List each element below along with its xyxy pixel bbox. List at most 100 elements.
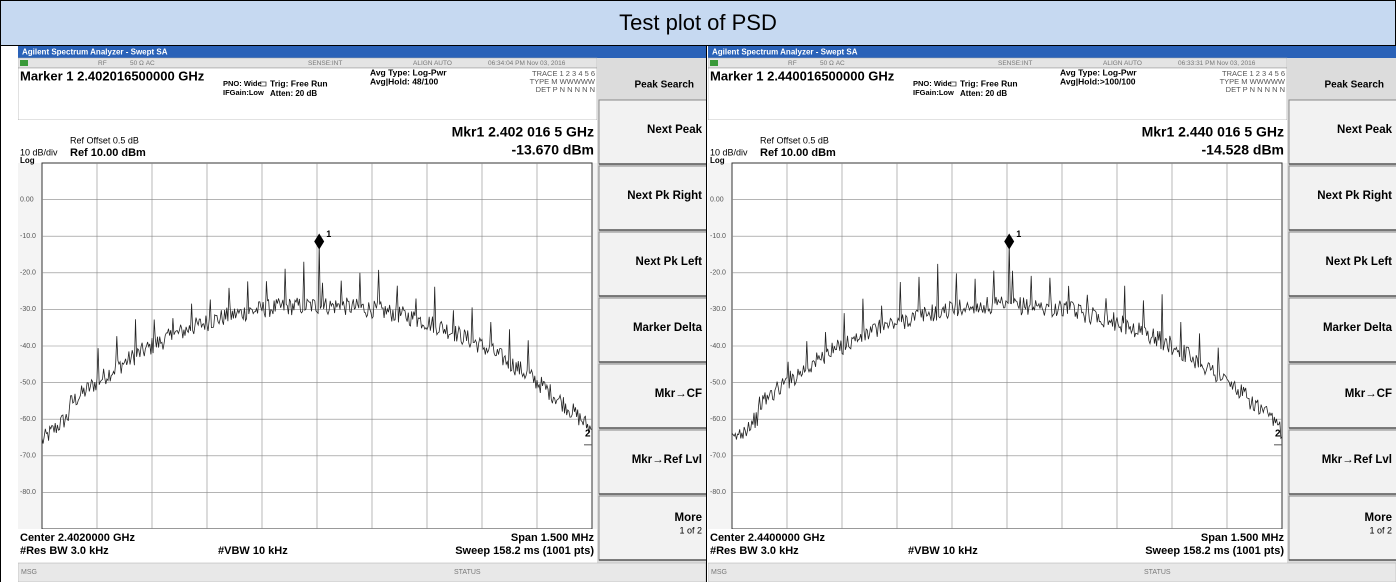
softkey-label: More: [1365, 512, 1392, 524]
softkey-label: Mkr→Ref Lvl: [632, 454, 702, 466]
ref-offset: Ref Offset 0.5 dB: [70, 135, 139, 145]
softkey[interactable]: [598, 429, 706, 495]
status-item: SENSE:INT: [998, 60, 1032, 67]
softkey-label: Mkr→CF: [1345, 388, 1392, 400]
trace: [41, 243, 592, 444]
marker-label: 1: [1016, 229, 1021, 239]
status-item: 50 Ω AC: [820, 60, 845, 67]
plot-header: [708, 120, 1287, 163]
softkey-label: Marker Delta: [633, 322, 703, 334]
softkey[interactable]: [598, 363, 706, 429]
softkey-label: Next Pk Right: [1317, 190, 1392, 202]
avg-hold: Avg|Hold: 48/100: [370, 76, 438, 86]
marker-readout: Marker 1 2.402016500000 GHz: [20, 68, 205, 83]
softkey-label: Mkr→CF: [655, 388, 702, 400]
res-bw: #Res BW 3.0 kHz: [20, 545, 109, 557]
mkr-freq: Mkr1 2.440 016 5 GHz: [1142, 124, 1284, 140]
softkey-label: Marker Delta: [1323, 322, 1393, 334]
status-item: ALIGN AUTO: [1103, 60, 1142, 67]
status-item: SENSE:INT: [308, 60, 342, 67]
footer-area: [708, 529, 1287, 563]
softkey[interactable]: [1288, 495, 1396, 561]
softkey[interactable]: [598, 297, 706, 363]
softkey[interactable]: [1288, 99, 1396, 165]
analyzer-screenshot: Agilent Spectrum Analyzer - Swept SA RF 50…: [708, 46, 1396, 582]
ifgain: IFGain:Low: [223, 88, 264, 97]
softkey-label: Next Pk Left: [636, 256, 703, 268]
marker-diamond: [314, 233, 325, 250]
app-title-bar: [708, 46, 1396, 58]
span: Span 1.500 MHz: [511, 532, 595, 544]
y-label: -60.0: [710, 416, 726, 423]
app-title: Agilent Spectrum Analyzer - Swept SA: [712, 48, 858, 57]
status-led: [20, 60, 28, 66]
status-item: 06:34:04 PM Nov 03, 2016: [488, 60, 566, 67]
y-label: -40.0: [20, 343, 36, 350]
softkey[interactable]: [1288, 297, 1396, 363]
status-label: STATUS: [454, 569, 481, 576]
avg-type: Avg Type: Log-Pwr: [370, 67, 447, 77]
y-label: -20.0: [20, 270, 36, 277]
center-freq: Center 2.4400000 GHz: [710, 532, 825, 544]
avg-hold: Avg|Hold:>100/100: [1060, 76, 1136, 86]
softkey-label: Mkr→Ref Lvl: [1322, 454, 1392, 466]
softkey-label: Next Pk Left: [1326, 256, 1393, 268]
marker-label: 1: [326, 229, 331, 239]
status-item: RF: [788, 60, 797, 67]
trig: Trig: Free Run: [960, 78, 1018, 88]
table-title: Test plot of PSD: [0, 0, 1396, 46]
msg-label: MSG: [21, 569, 37, 576]
pno: PNO: Wide: [223, 79, 262, 88]
avg-type: Avg Type: Log-Pwr: [1060, 67, 1137, 77]
y-label: -60.0: [20, 416, 36, 423]
pno: PNO: Wide: [913, 79, 952, 88]
softkey[interactable]: [1288, 231, 1396, 297]
scale: 10 dB/div: [20, 147, 58, 157]
y-label: -50.0: [710, 379, 726, 386]
softkey[interactable]: [598, 99, 706, 165]
y-label: -80.0: [710, 489, 726, 496]
type-row: TYPE M WWWWW: [1220, 77, 1286, 86]
softkey[interactable]: [1288, 165, 1396, 231]
softkey[interactable]: [1288, 429, 1396, 495]
status-label: STATUS: [1144, 569, 1171, 576]
softkey[interactable]: [598, 495, 706, 561]
span: Span 1.500 MHz: [1201, 532, 1285, 544]
mkr-freq: Mkr1 2.402 016 5 GHz: [452, 124, 594, 140]
mkr-amp: -13.670 dBm: [512, 142, 594, 158]
det-row: DET P N N N N N: [1226, 85, 1285, 94]
y-label: -20.0: [710, 270, 726, 277]
y-label: -70.0: [20, 453, 36, 460]
trig: Trig: Free Run: [270, 78, 328, 88]
marker-readout: Marker 1 2.440016500000 GHz: [710, 68, 895, 83]
header-area: [708, 67, 1288, 121]
plot-header: [18, 120, 597, 163]
softkey-page: 1 of 2: [1369, 525, 1392, 535]
app-title: Agilent Spectrum Analyzer - Swept SA: [22, 48, 168, 57]
ifgain: IFGain:Low: [913, 88, 954, 97]
status-item: 50 Ω AC: [130, 60, 155, 67]
marker-label: 2: [585, 428, 591, 439]
header-area: [18, 67, 598, 121]
softkey-label: More: [675, 512, 702, 524]
status-led: [710, 60, 718, 66]
softkey[interactable]: [1288, 363, 1396, 429]
app-title-bar: [18, 46, 706, 58]
softkey[interactable]: [598, 231, 706, 297]
softkey-label: Next Peak: [1337, 124, 1393, 136]
atten: Atten: 20 dB: [270, 89, 317, 98]
pno-icon: [260, 81, 267, 87]
status-item: RF: [98, 60, 107, 67]
pno-icon: [950, 81, 957, 87]
log-label: Log: [710, 156, 725, 165]
status-bar: [708, 562, 1396, 582]
ref-offset: Ref Offset 0.5 dB: [760, 135, 829, 145]
softkey-label: Next Peak: [647, 124, 703, 136]
det-row: DET P N N N N N: [536, 85, 595, 94]
type-row: TYPE M WWWWW: [530, 77, 596, 86]
status-item: 06:33:31 PM Nov 03, 2016: [1178, 60, 1256, 67]
y-label: -10.0: [710, 233, 726, 240]
ref-level: Ref 10.00 dBm: [760, 147, 836, 159]
analyzer-screenshot: Agilent Spectrum Analyzer - Swept SA RF 50…: [18, 46, 706, 582]
